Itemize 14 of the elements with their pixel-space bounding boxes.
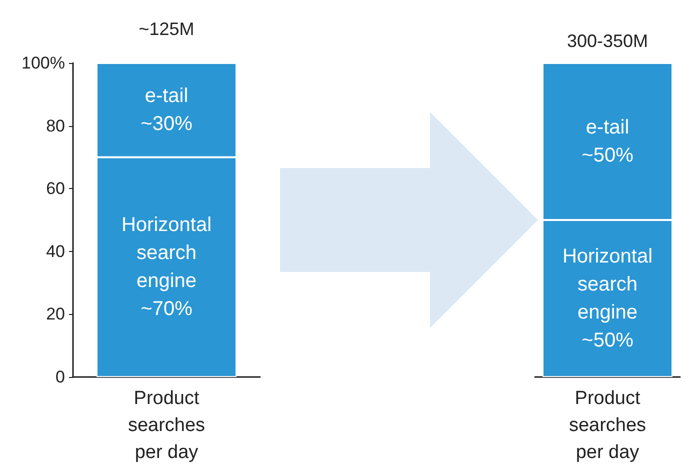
data-label: e-tail ~30% [140,85,193,136]
y-tick-label: 60 [46,179,65,198]
y-tick-label: 40 [46,242,65,261]
y-tick-label: 20 [46,304,65,324]
y-tick-label: 0 [56,368,65,386]
y-tick-label: 80 [46,116,65,136]
y-tick-label: 100% [22,54,65,72]
data-label: Horizontal search engine ~70% [121,214,212,320]
x-tick-label: Product searches per day [128,388,206,463]
data-label: Horizontal search engine ~50% [562,246,653,352]
data-label: e-tail ~50% [582,116,634,166]
text: ~125M [138,19,194,39]
text: 300-350M [566,31,648,51]
x-tick-label: Product searches per day [568,388,646,463]
